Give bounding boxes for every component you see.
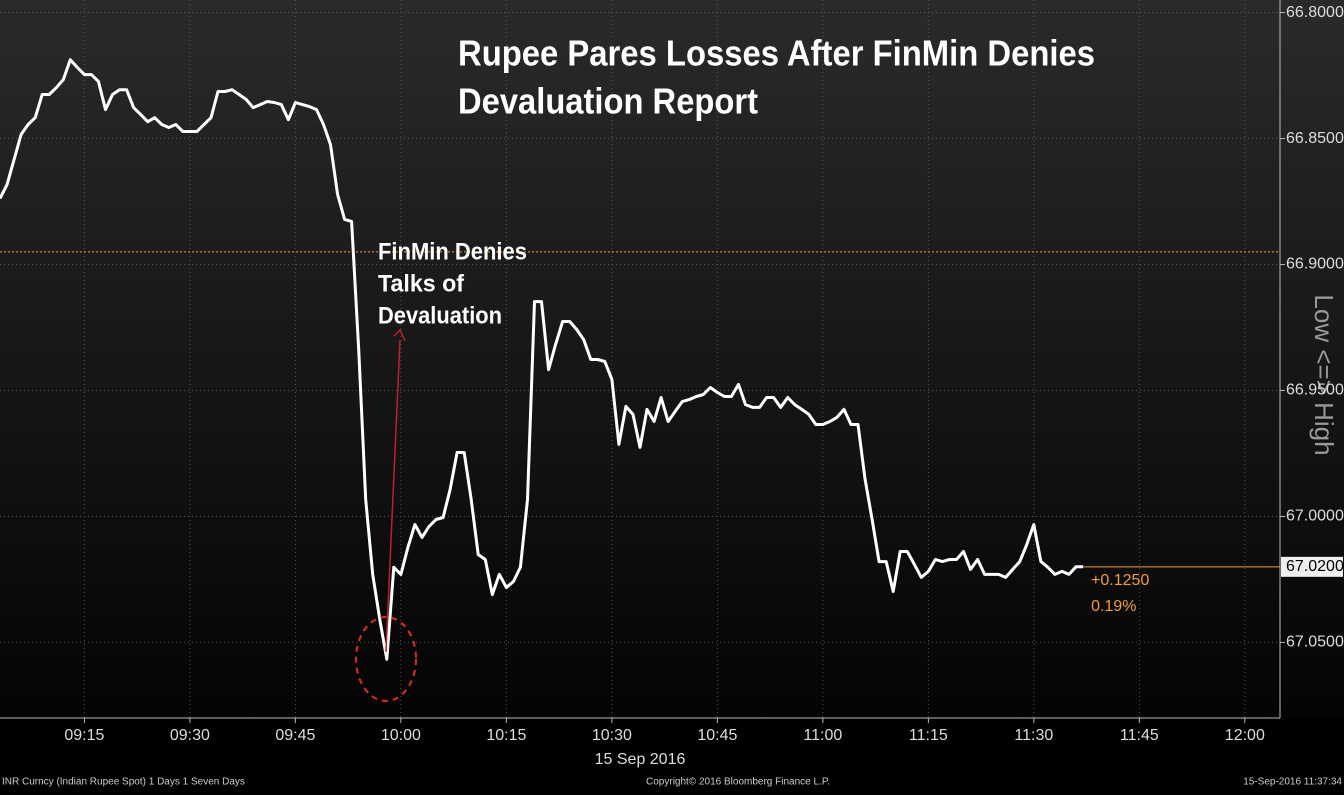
y-tick-label: 66.9000 (1286, 256, 1344, 273)
axis-background (0, 718, 1344, 790)
chart-title: Rupee Pares Losses After FinMin Denies (458, 33, 1095, 74)
y-tick-label: 66.8000 (1286, 4, 1344, 21)
change-label: +0.1250 (1091, 572, 1149, 589)
annotation-text: FinMin Denies (378, 238, 527, 265)
annotation-text: Talks of (378, 270, 465, 297)
annotation-arrowhead (393, 328, 406, 342)
highlight-ellipse (355, 616, 417, 702)
x-tick-label: 11:00 (803, 727, 842, 744)
x-tick-label: 09:45 (275, 727, 315, 744)
last-value-box (1281, 556, 1343, 577)
annotation-arrow (385, 339, 401, 653)
x-tick-label: 10:30 (592, 727, 632, 744)
annotation-text: Devaluation (378, 302, 502, 329)
x-tick-label: 11:45 (1120, 727, 1159, 744)
footer-left: INR Curncy (Indian Rupee Spot) 1 Days 1 … (2, 777, 245, 788)
footer-right: 15-Sep-2016 11:37:34 (1243, 777, 1342, 788)
price-line (0, 58, 1084, 661)
x-tick-label: 11:15 (909, 727, 948, 744)
axis-note: Low <=> High (1309, 294, 1339, 455)
x-tick-label: 12:00 (1225, 727, 1265, 744)
y-tick-label: 66.9500 (1286, 382, 1344, 399)
y-tick-label: 67.0000 (1286, 508, 1344, 525)
x-date-label: 15 Sep 2016 (595, 751, 686, 768)
x-tick-label: 11:30 (1014, 727, 1053, 744)
x-tick-label: 10:15 (486, 727, 526, 744)
y-tick-label: 67.0500 (1286, 634, 1344, 651)
x-tick-label: 09:15 (64, 727, 104, 744)
chart-title: Devaluation Report (458, 81, 758, 122)
footer-center: Copyright© 2016 Bloomberg Finance L.P. (646, 777, 830, 788)
y-tick-label: 66.8500 (1286, 130, 1344, 147)
x-tick-label: 09:30 (170, 727, 210, 744)
x-tick-label: 10:45 (697, 727, 737, 744)
last-value-label: 67.0200 (1286, 558, 1344, 575)
change-label: 0.19% (1091, 598, 1136, 615)
x-tick-label: 10:00 (381, 727, 421, 744)
